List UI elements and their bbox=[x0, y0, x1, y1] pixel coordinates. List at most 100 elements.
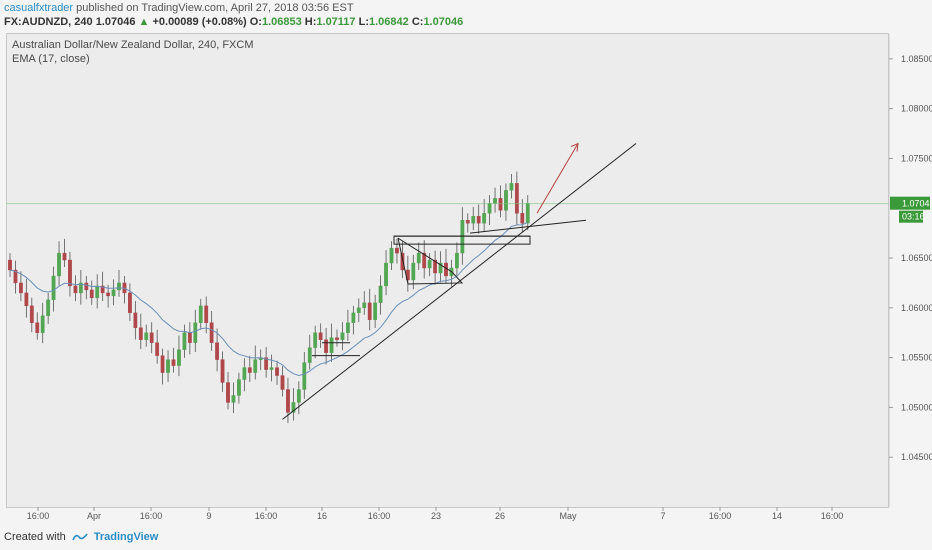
countdown-badge bbox=[899, 210, 923, 223]
candle-body bbox=[204, 305, 209, 323]
candle-body bbox=[291, 402, 296, 413]
publish-header: casualfxtrader published on TradingView.… bbox=[4, 2, 354, 16]
candle-body bbox=[438, 262, 443, 274]
y-tick-label: 1.08000 bbox=[901, 104, 932, 114]
y-tick-label: 1.06500 bbox=[901, 253, 932, 263]
candle-body bbox=[155, 342, 160, 356]
candle-body bbox=[465, 220, 470, 224]
candle-body bbox=[400, 252, 405, 271]
candle-body bbox=[482, 213, 487, 224]
x-tick-label: 7 bbox=[660, 511, 665, 521]
brand-label[interactable]: TradingView bbox=[93, 531, 159, 543]
candle-body bbox=[329, 337, 334, 353]
y-tick-label: 1.08500 bbox=[901, 54, 932, 64]
price-change: +0.00089 (+0.08%) bbox=[152, 16, 247, 28]
candle-body bbox=[51, 275, 56, 301]
ohlc-bar: FX:AUDNZD, 240 1.07046 ▲ +0.00089 (+0.08… bbox=[4, 16, 463, 30]
high-label: H: bbox=[304, 16, 317, 28]
candle-body bbox=[296, 389, 301, 403]
candle-body bbox=[19, 282, 23, 294]
x-tick-label: 9 bbox=[206, 511, 211, 521]
candle-body bbox=[378, 285, 383, 304]
tradingview-logo-icon bbox=[72, 533, 88, 541]
x-tick-label: 16:00 bbox=[821, 511, 844, 521]
candle-body bbox=[487, 203, 492, 214]
candle-body bbox=[68, 259, 72, 287]
candle-body bbox=[160, 355, 165, 373]
low-value: 1.06842 bbox=[369, 16, 409, 28]
triangle-pattern bbox=[397, 237, 464, 285]
open-value: 1.06853 bbox=[261, 16, 302, 28]
x-tick-label: 16:00 bbox=[140, 511, 163, 521]
candle-body bbox=[171, 359, 176, 366]
candle-body bbox=[389, 247, 394, 264]
low-label: L: bbox=[358, 16, 369, 28]
candle-body bbox=[127, 292, 132, 314]
up-arrow-icon: ▲ bbox=[138, 16, 150, 28]
candle-body bbox=[24, 292, 29, 307]
candle-body bbox=[253, 359, 258, 373]
candle-body bbox=[117, 282, 121, 291]
x-tick-label: 16:00 bbox=[27, 511, 50, 521]
candle-body bbox=[302, 362, 307, 390]
high-value: 1.07117 bbox=[316, 16, 356, 28]
projection-arrowhead bbox=[570, 142, 579, 152]
candle-body bbox=[247, 367, 252, 373]
y-tick-label: 1.07500 bbox=[901, 153, 932, 163]
candle-body bbox=[275, 367, 279, 376]
ema-indicator-label[interactable]: EMA (17, close) bbox=[12, 53, 90, 65]
candle-body bbox=[422, 252, 427, 269]
candle-body bbox=[362, 302, 367, 309]
x-tick-label: 16:00 bbox=[255, 511, 278, 521]
y-tick-label: 1.04500 bbox=[901, 452, 932, 462]
candle-body bbox=[455, 252, 459, 269]
candle-body bbox=[493, 198, 497, 204]
candle-body bbox=[187, 332, 192, 343]
candle-body bbox=[95, 285, 100, 299]
candle-body bbox=[111, 289, 116, 297]
candle-body bbox=[318, 332, 323, 340]
candle-body bbox=[514, 183, 519, 214]
author-link[interactable]: casualfxtrader bbox=[4, 2, 74, 14]
x-tick-label: 16:00 bbox=[709, 511, 732, 521]
candle-body bbox=[231, 395, 236, 403]
candle-body bbox=[520, 213, 525, 224]
candle-body bbox=[144, 332, 149, 340]
candle-body bbox=[356, 307, 361, 314]
candle-body bbox=[280, 375, 285, 390]
close-value: 1.07046 bbox=[423, 16, 464, 28]
candle-body bbox=[62, 252, 67, 261]
x-tick-label: 14 bbox=[772, 511, 782, 521]
candle-body bbox=[100, 285, 105, 294]
candle-body bbox=[106, 292, 111, 297]
candle-body bbox=[166, 359, 170, 373]
candle-body bbox=[209, 322, 214, 343]
candle-body bbox=[509, 183, 514, 191]
candle-body bbox=[149, 332, 154, 343]
x-tick-label: 16 bbox=[317, 511, 327, 521]
countdown-label: 03:16 bbox=[902, 212, 925, 222]
x-tick-label: 16:00 bbox=[368, 511, 391, 521]
created-with-label: Created with bbox=[4, 531, 66, 543]
candle-body bbox=[138, 327, 143, 340]
candle-body bbox=[57, 252, 61, 277]
candle-body bbox=[340, 332, 345, 340]
candle-body bbox=[307, 347, 312, 363]
x-tick-label: 26 bbox=[495, 511, 505, 521]
candle-body bbox=[29, 305, 34, 323]
candle-body bbox=[313, 332, 318, 348]
candle-body bbox=[525, 203, 530, 224]
trendline bbox=[282, 143, 637, 420]
candle-body bbox=[351, 312, 356, 323]
candle-body bbox=[226, 382, 230, 403]
candle-body bbox=[133, 312, 138, 328]
candle-body bbox=[78, 282, 83, 294]
candle-body bbox=[8, 259, 12, 271]
candle-body bbox=[182, 332, 187, 350]
y-tick-label: 1.05000 bbox=[901, 402, 932, 412]
x-tick-label: 23 bbox=[431, 511, 441, 521]
candle-body bbox=[46, 299, 51, 317]
publish-info: published on TradingView.com, April 27, … bbox=[76, 2, 354, 14]
candle-body bbox=[73, 285, 78, 294]
